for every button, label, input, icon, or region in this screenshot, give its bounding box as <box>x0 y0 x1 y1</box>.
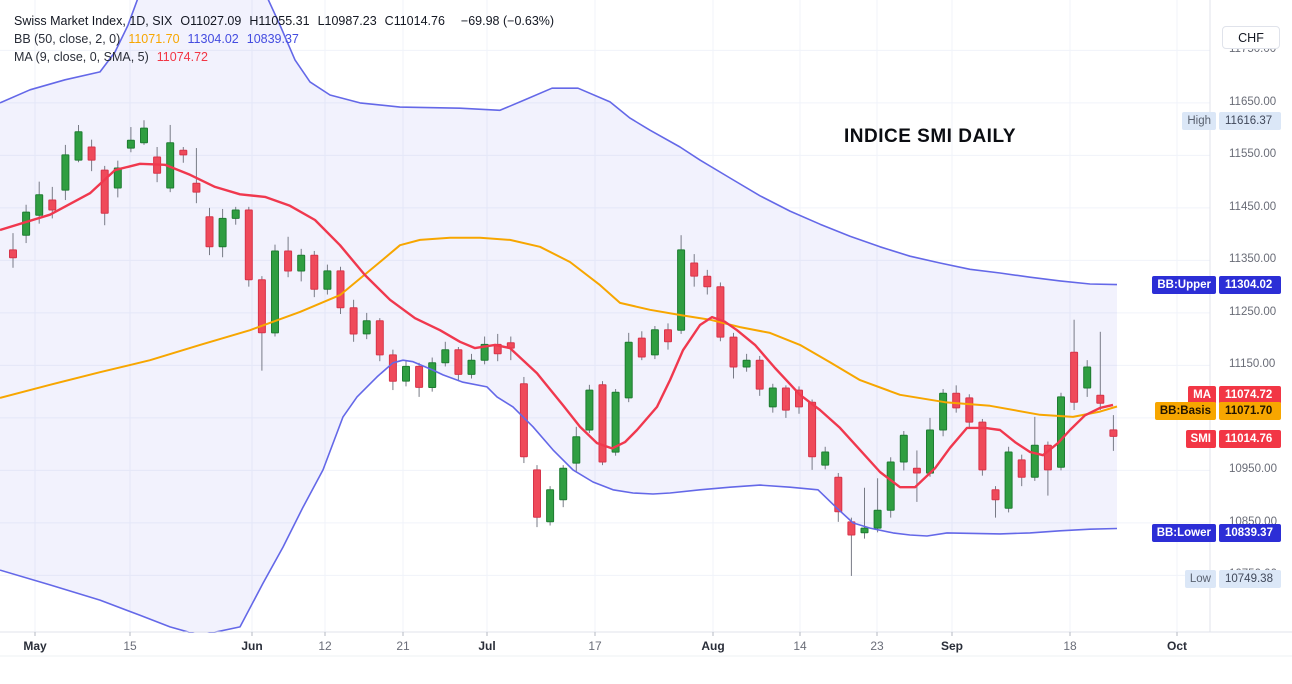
axis-badge-bb_basis: BB:Basis 11071.70 <box>1154 401 1281 420</box>
price-tick-label: 11250.00 <box>1229 305 1277 318</box>
ohlc-item: O11027.09 <box>180 14 242 28</box>
badge-label: MA <box>1188 385 1216 404</box>
price-tick-label: 11350.00 <box>1229 253 1277 266</box>
ohlc-item: L10987.23 <box>317 14 377 28</box>
badge-label: BB:Upper <box>1152 275 1216 294</box>
indicator-value: 11071.70 <box>128 32 180 46</box>
axis-badge-bb_upper: BB:Upper 11304.02 <box>1152 275 1281 294</box>
axis-badge-ma: MA 11074.72 <box>1188 385 1281 404</box>
bb-band-fill <box>0 0 1117 633</box>
indicator-value: 11074.72 <box>156 50 208 64</box>
candles-layer <box>9 120 1118 576</box>
axis-badge-high: High 11616.37 <box>1182 111 1281 130</box>
bb-lower-line <box>0 359 1118 633</box>
axis-badge-smi: SMI 11014.76 <box>1185 430 1281 449</box>
chart-title-annotation: INDICE SMI DAILY <box>844 126 1016 147</box>
legend-symbol-row[interactable]: Swiss Market Index, 1D, SIX O11027.09 H11… <box>14 12 554 30</box>
axis-badge-bb_lower: BB:Lower 10839.37 <box>1151 524 1281 543</box>
grid-layer <box>0 0 1210 632</box>
time-tick-label: 18 <box>1063 639 1077 653</box>
time-tick-label: Aug <box>701 639 725 653</box>
badge-label: BB:Lower <box>1151 524 1216 543</box>
time-tick-label: 21 <box>396 639 410 653</box>
badge-value: 10749.38 <box>1219 569 1281 588</box>
badge-value: 11304.02 <box>1219 275 1281 294</box>
price-tick-label: 11150.00 <box>1229 358 1276 371</box>
ma-indicator-name: MA (9, close, 0, SMA, 5) <box>14 50 149 64</box>
time-scale[interactable]: May 15 Jun 12 21 Jul 17 Aug 14 23 Sep 18 Oct <box>0 632 1292 658</box>
price-tick-label: 11450.00 <box>1229 200 1277 213</box>
axis-badge-low: Low 10749.38 <box>1184 569 1281 588</box>
badge-value: 11071.70 <box>1219 401 1281 420</box>
time-tick-label: Jun <box>241 639 263 653</box>
badge-label: High <box>1182 111 1216 130</box>
badge-value: 11616.37 <box>1219 111 1281 130</box>
time-tick-label: Oct <box>1166 639 1188 653</box>
ohlc-values: O11027.09 H11055.31 L10987.23 C11014.76 <box>180 14 453 28</box>
ma-indicator-values: 11074.72 <box>157 50 216 64</box>
indicator-value: 11304.02 <box>187 32 239 46</box>
currency-toggle-button[interactable]: CHF <box>1222 26 1280 49</box>
legend-ma-row[interactable]: MA (9, close, 0, SMA, 5) 11074.72 <box>14 48 554 66</box>
chart-legend: Swiss Market Index, 1D, SIX O11027.09 H11… <box>14 12 554 66</box>
ohlc-item: C11014.76 <box>384 14 445 28</box>
bb-basis-line <box>0 236 1118 418</box>
badge-label: Low <box>1184 569 1216 588</box>
time-tick-label: May <box>23 639 47 653</box>
price-tick-label: 11550.00 <box>1229 148 1277 161</box>
change-value: −69.98 (−0.63%) <box>460 14 555 28</box>
time-tick-label: 14 <box>793 639 807 653</box>
bb-indicator-name: BB (50, close, 2, 0) <box>14 32 121 46</box>
bb-indicator-values: 11071.70 11304.02 10839.37 <box>128 32 307 46</box>
badge-value: 11074.72 <box>1219 385 1281 404</box>
time-tick-label: 23 <box>870 639 884 653</box>
time-tick-label: Jul <box>478 639 496 653</box>
price-tick-label: 11650.00 <box>1229 95 1277 108</box>
symbol-description: Swiss Market Index, 1D, SIX <box>14 14 173 28</box>
bb-upper-line <box>0 0 1118 286</box>
ohlc-item: H11055.31 <box>249 14 310 28</box>
ma-line <box>0 162 1114 489</box>
badge-label: BB:Basis <box>1154 401 1216 420</box>
indicator-value: 10839.37 <box>246 32 299 46</box>
time-tick-label: Sep <box>940 639 964 653</box>
badge-value: 10839.37 <box>1219 524 1281 543</box>
price-tick-label: 10950.00 <box>1229 463 1277 476</box>
time-tick-label: 12 <box>318 639 332 653</box>
time-tick-label: 17 <box>588 639 602 653</box>
time-tick-label: 15 <box>123 639 137 653</box>
badge-label: SMI <box>1185 430 1216 449</box>
legend-bb-row[interactable]: BB (50, close, 2, 0) 11071.70 11304.02 108… <box>14 30 554 48</box>
badge-value: 11014.76 <box>1219 430 1281 449</box>
